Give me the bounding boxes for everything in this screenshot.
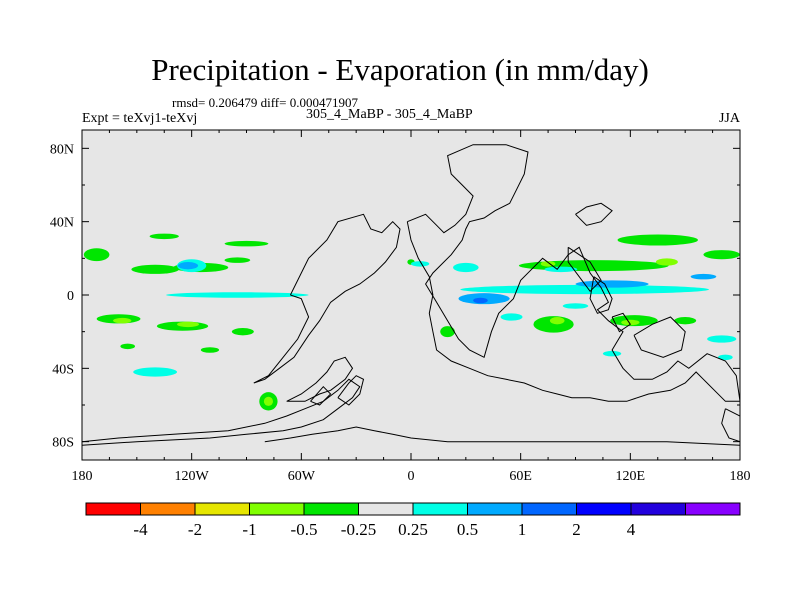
case-label: 305_4_MaBP - 305_4_MaBP: [306, 107, 473, 122]
y-tick-label: 40S: [52, 362, 74, 377]
coastline: [337, 375, 365, 406]
colorbar-label: 0.25: [398, 520, 428, 539]
anomaly-region: [562, 303, 589, 309]
coastline: [633, 316, 686, 358]
axis-ticks: 180 120W 60W 0 60E 120E 180 80N 40N 0 40S 80S: [50, 130, 751, 484]
anomaly-region: [440, 326, 455, 338]
colorbar-swatch: [521, 502, 577, 516]
colorbar-swatch: [630, 502, 686, 516]
colorbar-label: 2: [572, 520, 581, 539]
anomaly-region: [133, 367, 178, 377]
anomaly-region: [224, 257, 251, 263]
x-tick-label: 120W: [175, 469, 210, 484]
anomaly-region: [621, 319, 640, 326]
y-tick-label: 80N: [50, 142, 74, 157]
anomaly-region: [703, 250, 740, 260]
x-tick-label: 180: [72, 469, 93, 484]
coastline: [589, 276, 613, 314]
x-tick-label: 60E: [509, 469, 532, 484]
colorbar-label: -2: [188, 520, 202, 539]
colorbar-label: -4: [133, 520, 148, 539]
anomaly-region: [674, 317, 697, 325]
coastline: [82, 378, 361, 446]
coastline: [611, 312, 631, 333]
colorbar-swatch: [85, 502, 141, 516]
anomaly-region: [544, 266, 578, 273]
colorbar-swatch: [576, 502, 632, 516]
colorbar-label: -0.5: [291, 520, 318, 539]
colorbar-swatch: [467, 502, 523, 516]
anomaly-region: [149, 233, 179, 240]
anomaly-region: [411, 261, 430, 267]
colorbar-label: 4: [627, 520, 636, 539]
anomaly-region: [231, 328, 254, 336]
colorbar-swatch: [303, 502, 359, 516]
x-tick-label: 60W: [288, 469, 316, 484]
coastline: [575, 202, 613, 226]
colorbar-label: -1: [242, 520, 256, 539]
anomaly-region: [707, 335, 737, 343]
anomaly-region: [224, 240, 269, 247]
anomaly-region: [690, 273, 717, 280]
anomaly-region: [166, 292, 309, 298]
anomaly-region: [575, 280, 649, 288]
y-tick-label: 40N: [50, 216, 74, 231]
colorbar: -4 -2 -1 -0.5 -0.25 0.25 0.5 1 2 4: [85, 502, 741, 539]
experiment-label: Expt = teXvj1-teXvj: [82, 111, 198, 126]
anomaly-region: [453, 262, 479, 273]
coastline: [286, 356, 354, 402]
anomaly-region: [460, 284, 709, 295]
season-label: JJA: [718, 111, 740, 126]
coastline: [253, 213, 401, 384]
colorbar-swatch: [358, 502, 414, 516]
y-tick-label: 0: [67, 289, 74, 304]
anomaly-region: [549, 317, 565, 325]
colorbar-swatch: [140, 502, 196, 516]
colorbar-label: 1: [518, 520, 527, 539]
coastline: [310, 385, 332, 406]
x-tick-label: 120E: [616, 469, 646, 484]
anomaly-region: [718, 354, 733, 361]
colorbar-swatch: [194, 502, 250, 516]
anomaly-region: [500, 313, 523, 321]
anomaly-region: [602, 350, 622, 357]
anomaly-region: [655, 258, 678, 266]
coastline: [264, 426, 740, 446]
x-tick-label: 0: [408, 469, 415, 484]
chart-title: Precipitation - Evaporation (in mm/day): [151, 52, 649, 87]
coastline: [406, 144, 740, 402]
anomaly-region: [131, 264, 179, 274]
anomaly-region: [200, 347, 220, 353]
anomaly-region: [113, 317, 132, 324]
coastline: [721, 408, 740, 443]
x-tick-label: 180: [730, 469, 751, 484]
colorbar-swatch: [249, 502, 305, 516]
coastline-layer: [82, 144, 740, 446]
colorbar-label: -0.25: [341, 520, 376, 539]
anomaly-region: [177, 321, 199, 328]
anomaly-region: [83, 248, 110, 262]
anomaly-region: [617, 234, 698, 246]
colorbar-label: 0.5: [457, 520, 478, 539]
colorbar-swatch: [685, 502, 741, 516]
y-tick-label: 80S: [52, 436, 74, 451]
anomaly-region: [120, 343, 136, 350]
anomaly-region: [177, 262, 199, 270]
stats-text: rmsd= 0.206479 diff= 0.000471907: [172, 95, 358, 110]
coastline: [567, 246, 602, 293]
anomaly-region: [473, 297, 488, 304]
anomaly-region: [263, 396, 274, 406]
colorbar-swatch: [412, 502, 468, 516]
anomaly-region: [518, 260, 669, 272]
